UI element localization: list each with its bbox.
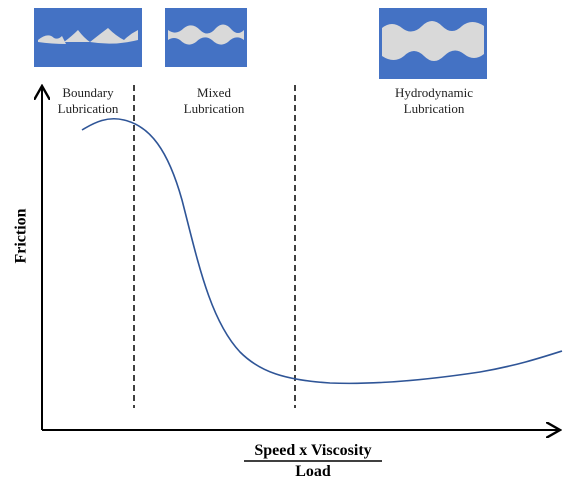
hydrodynamic-illustration bbox=[379, 8, 487, 79]
y-axis-label: Friction bbox=[13, 208, 30, 263]
diagram: Boundary Lubrication Mixed Lubrication H… bbox=[0, 0, 564, 480]
region-label: Boundary bbox=[62, 85, 114, 100]
region-label: Lubrication bbox=[184, 101, 245, 116]
region-label: Mixed bbox=[197, 85, 231, 100]
x-axis-label-numerator: Speed x Viscosity bbox=[254, 442, 371, 459]
region-label: Lubrication bbox=[58, 101, 119, 116]
boundary-illustration bbox=[34, 8, 142, 67]
region-label: Lubrication bbox=[404, 101, 465, 116]
region-label: Hydrodynamic bbox=[395, 85, 473, 100]
mixed-illustration bbox=[165, 8, 247, 67]
x-axis-label-denominator: Load bbox=[295, 463, 331, 480]
stribeck-curve bbox=[82, 119, 562, 384]
